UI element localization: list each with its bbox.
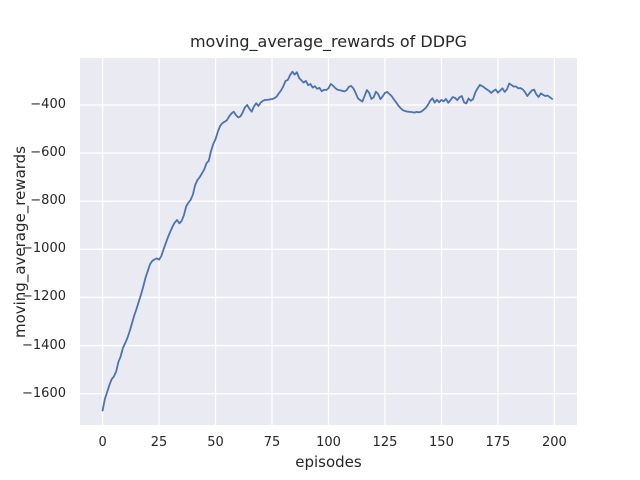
chart-canvas	[80, 58, 577, 425]
x-tick-label: 75	[263, 435, 281, 450]
y-tick-label: −600	[30, 145, 66, 161]
x-tick-label: 125	[372, 435, 398, 450]
y-tick-label: −800	[30, 193, 66, 209]
plot-area	[80, 58, 577, 425]
x-tick-label: 175	[485, 435, 511, 450]
y-tick-label: −1600	[22, 385, 66, 401]
chart-title: moving_average_rewards of DDPG	[189, 32, 468, 51]
x-tick-label: 200	[541, 435, 567, 450]
x-tick-label: 100	[316, 435, 341, 450]
series-line	[101, 70, 554, 412]
x-tick-label: 25	[150, 435, 168, 450]
y-tick-label: −1000	[22, 241, 66, 257]
y-axis-label: moving_average_rewards	[11, 145, 29, 339]
x-tick-label: 0	[98, 435, 107, 450]
y-tick-label: −1400	[22, 337, 66, 353]
y-tick-label: −400	[30, 96, 66, 112]
x-tick-label: 50	[207, 435, 224, 450]
y-tick-label: −1200	[22, 289, 66, 305]
x-tick-label: 150	[429, 435, 454, 450]
x-axis-label: episodes	[295, 453, 362, 471]
